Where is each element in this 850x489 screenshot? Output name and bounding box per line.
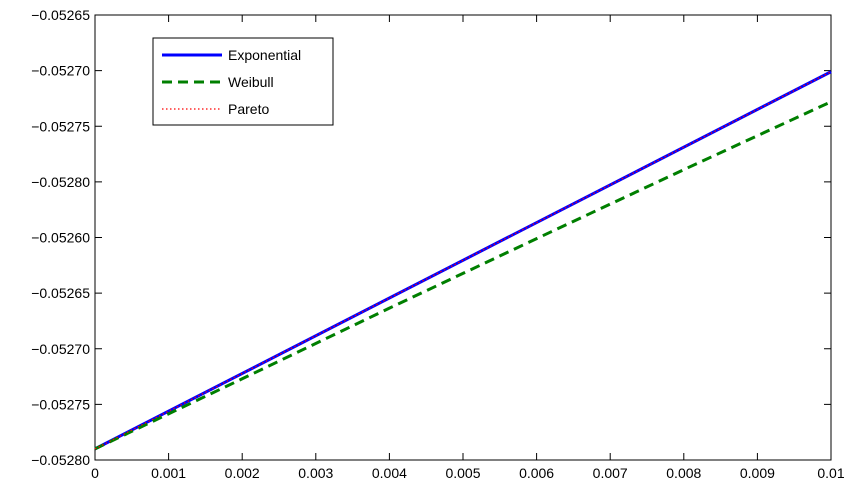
x-tick-label: 0.009: [740, 465, 775, 481]
y-tick-label: −0.05275: [31, 396, 90, 412]
y-tick-label: −0.05280: [31, 174, 90, 190]
x-tick-label: 0.002: [225, 465, 260, 481]
x-tick-label: 0.005: [445, 465, 480, 481]
y-tick-label: −0.05270: [31, 341, 90, 357]
series-line-pareto: [94, 71, 832, 450]
x-tick-label: 0.007: [593, 465, 628, 481]
x-tick-label: 0: [91, 465, 99, 481]
legend-label: Pareto: [228, 101, 269, 117]
x-tick-label: 0.001: [151, 465, 186, 481]
y-tick-label: −0.05265: [31, 7, 90, 23]
legend: Exponential Weibull Pareto: [152, 37, 334, 126]
y-tick-label: −0.05270: [31, 63, 90, 79]
x-tick-label: 0.008: [666, 465, 701, 481]
y-tick-label: −0.05265: [31, 285, 90, 301]
series-line-weibull: [94, 100, 832, 451]
y-tick-label: −0.05275: [31, 118, 90, 134]
x-tick-label: 0.004: [372, 465, 407, 481]
x-tick-label: 0.006: [519, 465, 554, 481]
y-axis: −0.05280 −0.05275 −0.05270 −0.05265 −0.05260…: [31, 7, 831, 468]
series-layer: [94, 70, 832, 451]
y-tick-label: −0.05260: [31, 230, 90, 246]
x-tick-label: 0.003: [298, 465, 333, 481]
legend-label: Weibull: [228, 74, 274, 90]
x-axis: 0 0.001 0.002 0.003 0.004 0.005 0.006 0.007 0.00…: [91, 15, 845, 481]
y-tick-label: −0.05280: [31, 452, 90, 468]
legend-label: Exponential: [228, 47, 301, 63]
x-tick-label: 0.01: [817, 465, 844, 481]
